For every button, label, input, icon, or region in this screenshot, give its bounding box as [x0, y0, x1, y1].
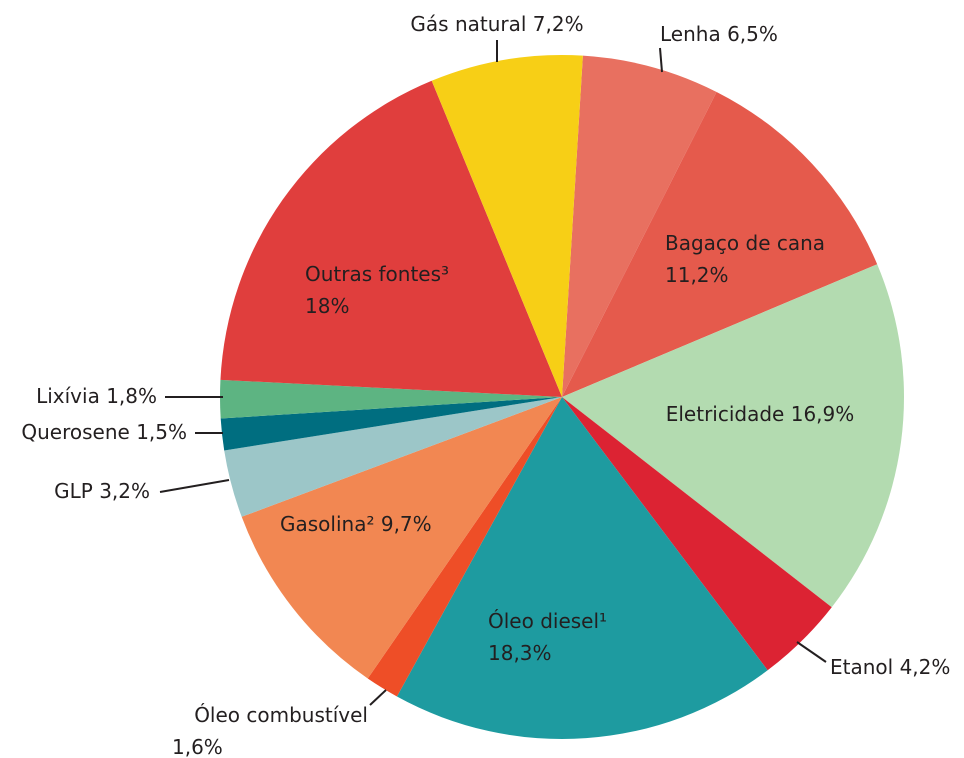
value-label: 11,2%: [665, 263, 729, 287]
value-label: 9,7%: [381, 512, 432, 536]
value-label: 16,9%: [791, 402, 855, 426]
category-label: Lenha: [660, 22, 727, 46]
value-label: 1,8%: [106, 384, 157, 408]
value-label: 18,3%: [488, 641, 552, 665]
value-label: 7,2%: [533, 12, 584, 36]
slice-label: Gasolina² 9,7%: [280, 512, 432, 536]
leader-line: [796, 641, 827, 663]
pie-slice: [224, 397, 562, 517]
slice-label: Óleo diesel¹ 18,3%: [488, 609, 607, 665]
leader-line: [659, 47, 663, 73]
category-label: Etanol: [830, 655, 900, 679]
category-label: Outras fontes³: [305, 262, 449, 286]
pie-slice: [241, 397, 562, 679]
pie-slice: [219, 379, 562, 419]
pie-slice: [562, 264, 905, 608]
category-label: Gás natural: [410, 12, 532, 36]
value-label: 6,5%: [727, 22, 778, 46]
slice-label: Lenha 6,5%: [660, 22, 778, 46]
value-label: 3,2%: [99, 479, 150, 503]
slice-label: Gás natural 7,2%: [410, 12, 583, 36]
pie-slice: [220, 397, 562, 451]
value-label: 1,5%: [136, 420, 187, 444]
category-label: GLP: [54, 479, 99, 503]
slice-label: Lixívia 1,8%: [36, 384, 157, 408]
leader-line: [369, 689, 387, 706]
category-label: Gasolina²: [280, 512, 381, 536]
value-label: 1,6%: [172, 735, 223, 758]
value-label: 18%: [305, 294, 349, 318]
pie-slice: [562, 55, 717, 397]
category-label: Óleo combustível: [194, 703, 368, 727]
pie-slice: [562, 397, 832, 671]
category-label: Bagaço de cana: [665, 231, 825, 255]
category-label: Querosene: [21, 420, 136, 444]
pie-slice: [367, 397, 562, 697]
slice-label: GLP 3,2%: [54, 479, 150, 503]
pie-slice: [562, 91, 878, 397]
slice-label: Bagaço de cana 11,2%: [665, 231, 825, 287]
slice-label: Querosene 1,5%: [21, 420, 187, 444]
category-label: Óleo diesel¹: [488, 609, 607, 633]
slice-label: Eletricidade 16,9%: [666, 402, 855, 426]
pie-slice: [220, 80, 563, 397]
leader-line: [159, 479, 230, 493]
slice-label: Óleo combustível 1,6%: [172, 703, 368, 758]
value-label: 4,2%: [900, 655, 951, 679]
category-label: Eletricidade: [666, 402, 791, 426]
category-label: Lixívia: [36, 384, 106, 408]
pie-slice: [396, 397, 768, 739]
slice-label: Etanol 4,2%: [830, 655, 950, 679]
slice-label: Outras fontes³ 18%: [305, 262, 449, 318]
pie-slice: [431, 55, 583, 398]
